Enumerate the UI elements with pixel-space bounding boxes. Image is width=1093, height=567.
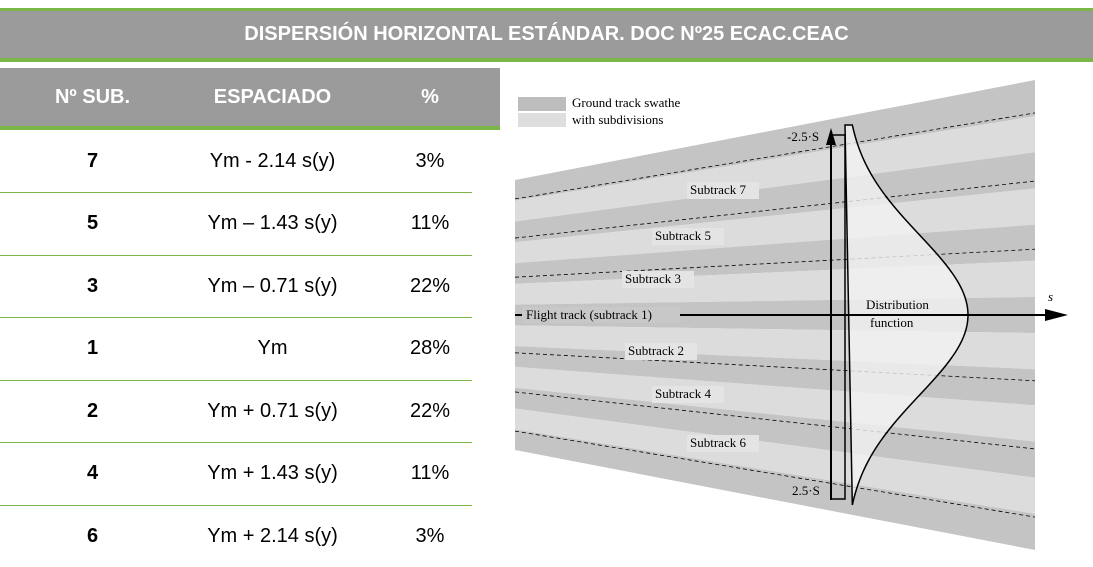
table-cell: Ym + 0.71 s(y) (207, 399, 338, 422)
swathe-band (515, 80, 1035, 201)
label-bg (625, 343, 697, 360)
swathe-band (515, 366, 1035, 442)
subtrack-line (514, 248, 1036, 278)
label-bg (687, 435, 759, 452)
bound-label: 2.5·S (792, 483, 820, 498)
swathe-band (515, 152, 1035, 243)
subtrack-line (514, 391, 1036, 450)
table-cell: 3% (415, 149, 445, 172)
distribution-label: Distribution (866, 297, 929, 312)
subtrack-line (514, 112, 1036, 200)
table-cell: Ym - 2.14 s(y) (209, 149, 336, 172)
table-cell: 3% (415, 524, 445, 547)
flight-track-label: Flight track (subtrack 1) (526, 307, 652, 322)
subtrack-line (514, 430, 1036, 518)
arrow-head (1045, 309, 1068, 321)
subtrack-label: Subtrack 4 (655, 386, 711, 401)
table-cell: 22% (409, 399, 451, 422)
row-separator (0, 317, 472, 318)
label-bg (522, 307, 680, 323)
title-bar: DISPERSIÓN HORIZONTAL ESTÁNDAR. DOC Nº25… (0, 8, 1093, 62)
table-cell: 22% (409, 274, 451, 297)
table-cell: 1 (86, 337, 99, 359)
table-cell: 28% (409, 337, 451, 359)
table-cell: 11% (410, 462, 450, 484)
table-cell: Ym (257, 337, 288, 359)
legend-text: with subdivisions (572, 112, 663, 127)
subtrack-label: Subtrack 5 (655, 228, 711, 243)
table-cell: Ym + 2.14 s(y) (207, 524, 338, 547)
row-separator (0, 192, 472, 193)
legend-text: Ground track swathe (572, 95, 681, 110)
label-bg (652, 228, 724, 245)
header-cell: % (360, 68, 500, 126)
header-cell: ESPACIADO (185, 68, 360, 126)
table-cell: Ym – 1.43 s(y) (207, 212, 338, 234)
legend-swatch (518, 113, 566, 127)
arrow-head (826, 128, 836, 145)
swathe-band (515, 429, 1035, 550)
header-cell: Nº SUB. (0, 68, 185, 126)
table-cell: 4 (86, 462, 99, 484)
swathe-band (515, 387, 1035, 478)
swathe-band (515, 408, 1035, 514)
table-cell: 11% (410, 212, 450, 234)
subtrack-line (514, 180, 1036, 239)
table-cell: 7 (86, 149, 99, 172)
subtrack-label: Subtrack 6 (690, 435, 746, 450)
swathe-band (515, 188, 1035, 264)
swathe-band (515, 116, 1035, 222)
subtrack-label: Subtrack 7 (690, 182, 746, 197)
table-cell: 6 (86, 524, 99, 547)
row-separator (0, 254, 472, 256)
label-bg (687, 182, 759, 199)
bound-label: -2.5·S (787, 129, 819, 144)
label-bg (652, 386, 724, 403)
row-separator (0, 504, 472, 506)
table-cell: 2 (86, 399, 99, 422)
table-cell: Ym + 1.43 s(y) (207, 462, 338, 484)
distribution-label: function (870, 315, 914, 330)
subtrack-label: Subtrack 3 (625, 271, 681, 286)
row-separator (0, 379, 472, 381)
row-separator (0, 442, 472, 443)
legend-swatch (518, 97, 566, 111)
table-cell: 5 (86, 212, 99, 234)
label-bg (622, 271, 694, 288)
table-cell: Ym – 0.71 s(y) (207, 274, 338, 297)
subtrack-line (514, 352, 1036, 382)
axis-label: s (1048, 289, 1053, 304)
table-cell: 3 (86, 274, 99, 297)
subtrack-label: Subtrack 2 (628, 343, 684, 358)
header-line (0, 126, 500, 130)
